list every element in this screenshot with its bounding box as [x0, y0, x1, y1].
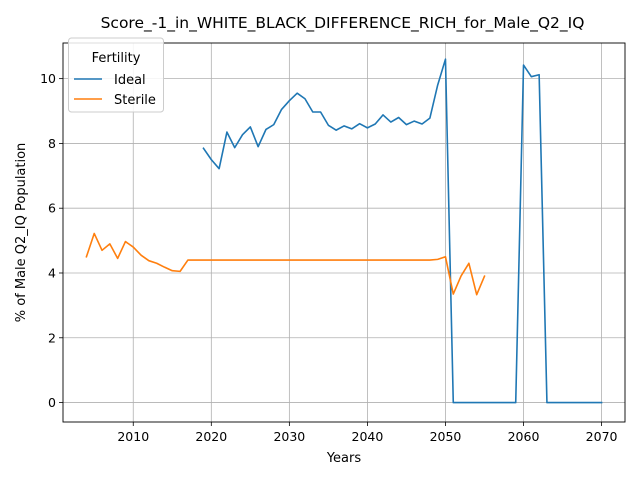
y-tick-label: 0	[48, 395, 56, 410]
y-tick-label: 10	[40, 71, 56, 86]
y-tick-label: 4	[48, 265, 56, 280]
x-tick-label: 2050	[430, 429, 462, 444]
axis-ticks: 2010 2020 2030 2040 2050 2060 2070 0 2 4 6 8 10	[40, 71, 617, 444]
series-layer	[85, 58, 603, 404]
x-tick-label: 2060	[508, 429, 540, 444]
series-line-ideal	[202, 58, 603, 404]
chart-title: Score_-1_in_WHITE_BLACK_DIFFERENCE_RICH_…	[101, 14, 585, 33]
legend-label-ideal: Ideal	[114, 73, 146, 88]
x-tick-label: 2040	[352, 429, 384, 444]
y-tick-label: 6	[48, 201, 56, 216]
legend: Fertility Ideal Sterile	[68, 37, 164, 113]
x-tick-label: 2070	[586, 429, 618, 444]
legend-title: Fertility	[92, 51, 141, 66]
x-tick-label: 2010	[117, 429, 149, 444]
legend-box	[68, 37, 164, 113]
legend-label-sterile: Sterile	[114, 93, 156, 108]
x-tick-label: 2020	[195, 429, 227, 444]
x-tick-label: 2030	[273, 429, 305, 444]
series-line-sterile	[85, 232, 486, 296]
y-tick-label: 8	[48, 136, 56, 151]
x-axis-label: Years	[326, 451, 362, 466]
y-axis-label: % of Male Q2_IQ Population	[14, 143, 29, 323]
grid	[63, 43, 625, 422]
y-tick-label: 2	[48, 330, 56, 345]
plot-frame	[62, 42, 626, 423]
